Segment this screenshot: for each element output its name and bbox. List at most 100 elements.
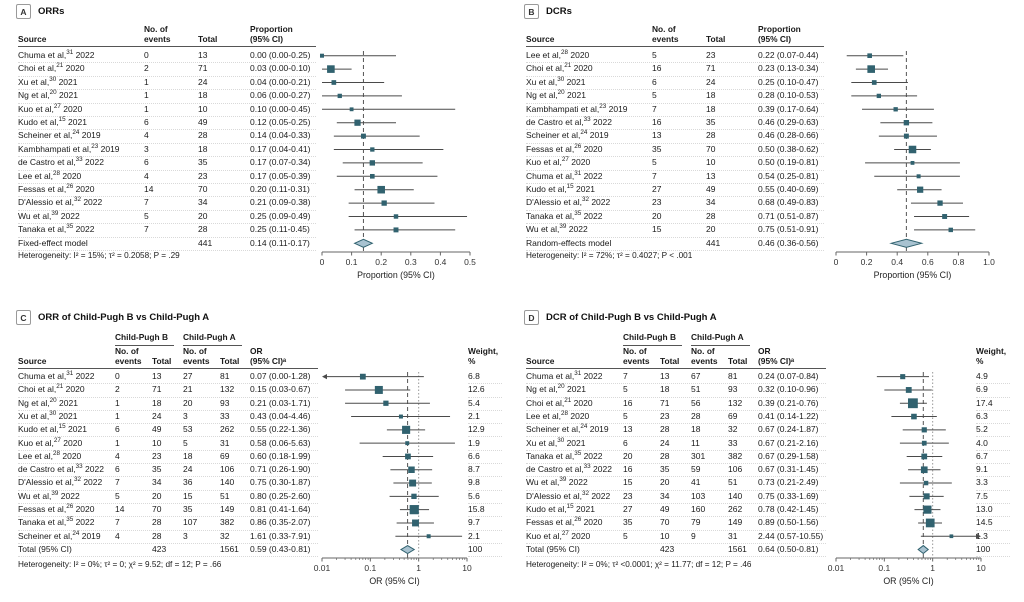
ci-cell: 0.22 (0.07-0.44) [758,50,819,60]
table-row: Kudo et al,15 2021 27 49 0.55 (0.40-0.69) [526,183,824,198]
total-a-cell: 51 [728,477,738,488]
events-b-cell: 15 [623,477,633,488]
events-a-cell: 67 [691,371,701,381]
panel-title: DCR of Child-Pugh B vs Child-Pugh A [546,312,717,323]
weight-row-line: 17.4 [976,397,1010,411]
weight-row-line: 4.0 [976,437,1010,451]
source-cell: Lee et al,28 2020 [18,169,82,181]
total-header-a: Total [728,356,748,366]
table-row: de Castro et al,33 2022 16 35 0.46 (0.29-0.… [526,116,824,131]
source-cell: Xu et al,30 2021 [526,436,586,448]
events-b-cell: 4 [115,450,120,461]
weight-row-line: 9.7 [468,516,502,531]
ci-cell: 0.75 (0.33-1.69) [758,490,819,501]
weight-row-line: 12.9 [468,423,502,438]
table-row: Xu et al,30 2021 6 24 0.25 (0.10-0.47) [526,76,824,91]
total-a-cell: 149 [220,504,235,514]
events-cell: 16 [652,63,662,74]
source-cell: Fessas et al,26 2020 [18,503,95,514]
source-cell: Fessas et al,26 2020 [526,516,603,528]
study-table: Source No. of events Total Proportion (95% … [8,0,510,296]
table-row: Scheiner et al,24 2019 13 28 18 32 0.67 (0.24… [526,423,826,438]
table-row: Ng et al,20 2021 1 18 0.06 (0.00-0.27) [18,89,316,104]
total-header-b: Total [152,356,172,366]
table-row: Fessas et al,26 2020 35 70 79 149 0.89 (0.50-… [526,516,826,531]
weight-cell: 6.7 [976,450,988,461]
weight-row-line: 6.8 [468,370,502,385]
total-cell: 18 [706,90,716,101]
table-row: Kudo et al,15 2021 6 49 53 262 0.55 (0.22-1.3… [18,423,318,438]
source-cell: Scheiner et al,24 2019 [18,529,101,541]
events-a-cell: 79 [691,517,701,528]
source-header: Source [18,34,47,44]
events-a-cell: 3 [183,410,188,421]
source-header: Source [526,34,555,44]
ci-cell: 0.41 (0.14-1.22) [758,410,819,421]
source-cell: D'Alessio et al,32 2022 [18,196,103,208]
events-b-cell: 16 [623,397,633,408]
study-table: Child-Pugh B Child-Pugh A Source No. of eve… [8,306,510,602]
source-cell: Ng et al,20 2021 [18,89,78,101]
total-b-cell: 28 [660,450,670,461]
total-cell: 24 [706,76,716,87]
events-cell: 3 [144,143,149,154]
total-a-cell: 93 [728,384,738,395]
total-cell: 13 [198,50,208,60]
total-a-cell: 382 [220,517,235,528]
source-cell: Wu et al,39 2022 [526,476,588,488]
ci-cell: 0.21 (0.03-1.71) [250,397,311,408]
ci-cell: 0.15 (0.03-0.67) [250,384,311,395]
source-cell: Wu et al,39 2022 [18,489,80,501]
total-a-cell: 262 [728,504,743,514]
table-row: Chuma et al,31 2022 0 13 0.00 (0.00-0.25) [18,49,316,64]
ci-cell: 0.32 (0.10-0.96) [758,384,819,395]
events-header-a: No. of events [183,346,210,367]
heterogeneity-note: Heterogeneity: I² = 15%; τ² = 0.2058; P … [18,251,180,260]
weight-header: Weight, % [468,346,499,367]
total-b-cell: 20 [660,477,670,488]
events-header: No. of events [652,24,679,45]
events-b-cell: 27 [623,504,633,514]
events-a-cell: 301 [691,450,706,461]
source-cell: Chuma et al,31 2022 [526,370,603,381]
events-cell: 7 [652,170,657,181]
total-cell: 13 [706,170,716,181]
weight-cell: 6.6 [468,450,480,461]
weight-row-line: 5.4 [468,397,502,411]
events-a-cell: 20 [183,397,193,408]
total-b-cell: 18 [660,384,670,395]
events-a-cell: 18 [183,450,193,461]
weight-cell: 1.9 [468,437,480,448]
total-b-cell: 34 [660,490,670,501]
events-a-cell: 15 [183,490,193,501]
total-cell: 24 [198,76,208,87]
events-header-b: No. of events [115,346,142,367]
table-row: Tanaka et al,35 2022 7 28 0.25 (0.11-0.45) [18,223,316,238]
ci-cell: 0.67 (0.31-1.45) [758,464,819,475]
events-a-cell: 9 [691,530,696,541]
total-b-cell: 13 [660,371,670,381]
total-header: Total [198,34,218,44]
total-a-cell: 81 [728,371,738,381]
total-cell: 18 [706,103,716,114]
panel-letter: C [16,310,31,325]
events-cell: 15 [652,224,662,235]
events-a-cell: 5 [183,437,188,448]
source-cell: Random-effects model [526,237,612,248]
events-header: No. of events [144,24,171,45]
weight-cell: 100 [468,543,483,554]
panel-a-orrs: A ORRs Source No. of events Total Proportio… [8,0,510,296]
source-cell: Chuma et al,31 2022 [18,49,95,60]
ci-cell: 0.23 (0.13-0.34) [758,63,819,74]
ci-cell: 0.25 (0.09-0.49) [250,210,311,221]
weight-row-line: 100 [468,543,502,558]
or-header: OR (95% CI)ᵃ [250,346,287,367]
ci-cell: 0.00 (0.00-0.25) [250,50,311,60]
events-header-b: No. of events [623,346,650,367]
ci-cell: 0.25 (0.10-0.47) [758,76,819,87]
total-cell: 70 [198,184,208,194]
weight-cell: 6.8 [468,371,480,381]
source-cell: Kuo et al,27 2020 [18,436,83,448]
events-cell: 7 [652,103,657,114]
source-cell: de Castro et al,33 2022 [526,116,612,127]
